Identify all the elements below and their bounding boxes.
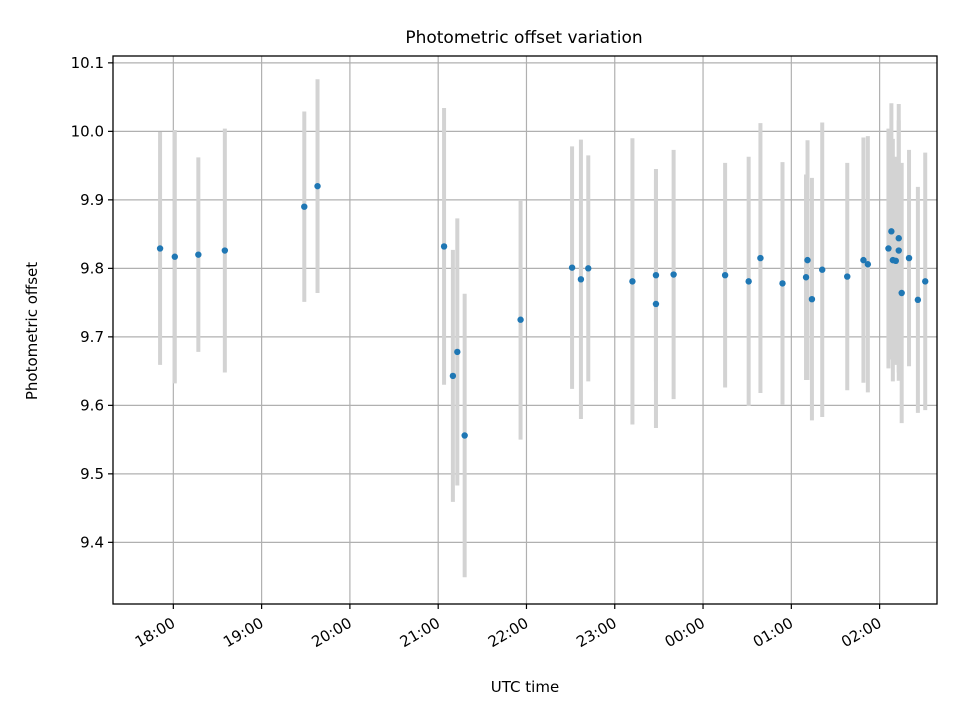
data-point bbox=[301, 203, 308, 210]
data-point bbox=[314, 182, 321, 190]
data-point bbox=[914, 296, 922, 304]
data-point bbox=[745, 278, 752, 285]
y-tick-label: 10.1 bbox=[71, 54, 104, 72]
data-point bbox=[905, 254, 913, 262]
grid-lines bbox=[113, 56, 937, 604]
chart-title: Photometric offset variation bbox=[405, 28, 642, 48]
y-axis-ticks: 9.4 9.5 9.6 9.7 9.8 9.9 10.0 10.1 bbox=[71, 54, 113, 551]
y-tick-label: 9.9 bbox=[80, 191, 104, 209]
data-point bbox=[898, 289, 905, 297]
data-point bbox=[585, 265, 592, 272]
data-point bbox=[629, 278, 636, 285]
data-point bbox=[195, 251, 202, 258]
data-points bbox=[156, 182, 929, 439]
data-point bbox=[721, 272, 729, 279]
data-point bbox=[860, 256, 867, 264]
data-point bbox=[895, 235, 902, 242]
data-point bbox=[922, 278, 929, 285]
data-point bbox=[844, 273, 851, 280]
y-tick-label: 9.7 bbox=[80, 328, 104, 346]
data-point bbox=[888, 228, 895, 235]
data-point bbox=[670, 271, 677, 278]
data-point bbox=[440, 243, 448, 250]
x-axis-label: UTC time bbox=[491, 678, 559, 696]
data-point bbox=[454, 348, 461, 356]
data-point bbox=[517, 316, 524, 323]
data-point bbox=[652, 272, 660, 279]
data-point bbox=[895, 247, 902, 254]
data-point bbox=[171, 253, 178, 260]
data-point bbox=[577, 276, 585, 283]
data-point bbox=[221, 247, 229, 254]
y-tick-label: 9.6 bbox=[80, 396, 104, 414]
plot-frame bbox=[112, 55, 938, 605]
data-point bbox=[652, 300, 660, 308]
data-point bbox=[808, 295, 816, 303]
data-point bbox=[449, 372, 457, 380]
data-point bbox=[885, 245, 892, 252]
data-point bbox=[819, 266, 826, 273]
data-point bbox=[757, 254, 764, 262]
data-point bbox=[864, 261, 872, 268]
data-point bbox=[802, 274, 810, 281]
data-point bbox=[892, 257, 899, 265]
data-point bbox=[156, 245, 164, 252]
y-tick-label: 10.0 bbox=[71, 122, 104, 140]
data-point bbox=[461, 432, 468, 439]
data-point bbox=[779, 280, 786, 287]
data-point bbox=[804, 256, 811, 264]
y-tick-label: 9.4 bbox=[80, 533, 104, 551]
y-tick-label: 9.8 bbox=[80, 259, 104, 277]
y-axis-label: Photometric offset bbox=[23, 262, 41, 400]
y-tick-label: 9.5 bbox=[80, 465, 104, 483]
data-point bbox=[568, 264, 576, 271]
